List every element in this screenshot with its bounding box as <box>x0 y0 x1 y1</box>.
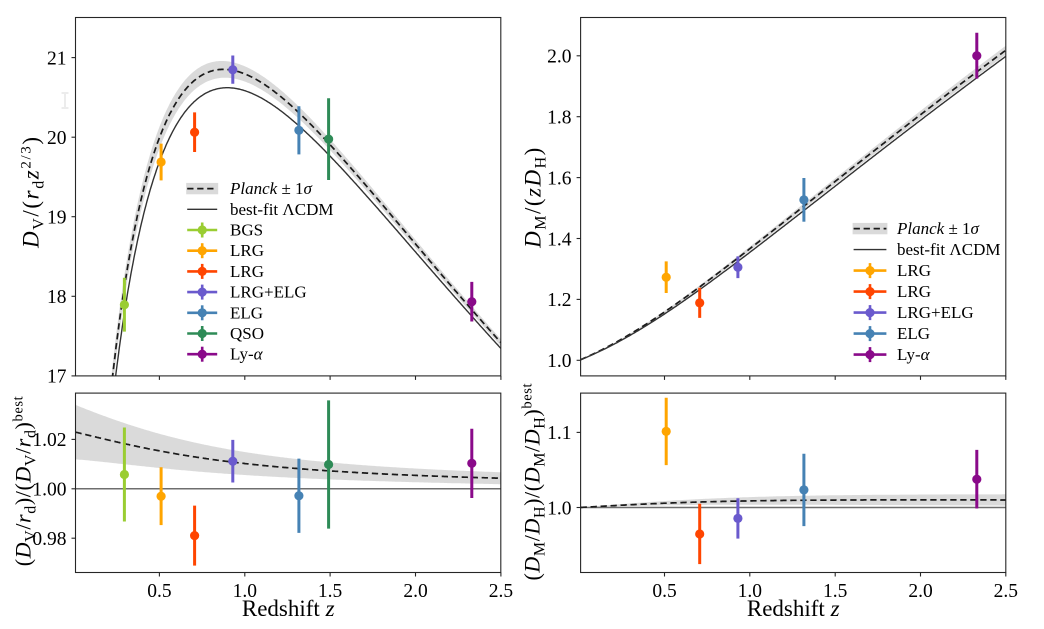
svg-text:18: 18 <box>47 287 67 308</box>
svg-text:19: 19 <box>47 208 67 229</box>
svg-text:LRG: LRG <box>230 241 264 260</box>
svg-text:1.5: 1.5 <box>318 581 342 602</box>
svg-text:ELG: ELG <box>230 303 263 322</box>
svg-text:1.0: 1.0 <box>547 498 571 519</box>
svg-text:QSO: QSO <box>230 324 264 343</box>
svg-text:Planck ± 1σ: Planck ± 1σ <box>229 179 313 198</box>
svg-text:1.1: 1.1 <box>547 423 571 444</box>
svg-text:1.00: 1.00 <box>32 480 66 501</box>
svg-text:21: 21 <box>47 48 67 69</box>
svg-text:1.02: 1.02 <box>32 430 66 451</box>
svg-text:LRG: LRG <box>897 282 931 301</box>
svg-text:17: 17 <box>47 367 67 388</box>
svg-text:Planck ± 1σ: Planck ± 1σ <box>896 219 980 238</box>
svg-text:20: 20 <box>47 128 67 149</box>
svg-text:2.5: 2.5 <box>994 581 1018 602</box>
svg-text:2.0: 2.0 <box>547 47 571 68</box>
svg-text:1.5: 1.5 <box>823 581 847 602</box>
svg-text:1.8: 1.8 <box>547 108 571 129</box>
svg-text:LRG: LRG <box>230 262 264 281</box>
svg-text:1.4: 1.4 <box>547 229 572 250</box>
svg-text:best-fit ΛCDM: best-fit ΛCDM <box>897 240 1000 259</box>
svg-text:1.0: 1.0 <box>547 351 571 372</box>
svg-text:0.98: 0.98 <box>32 529 66 550</box>
svg-text:1.0: 1.0 <box>738 581 762 602</box>
svg-text:DV/(rdz2/3): DV/(rdz2/3) <box>19 135 48 249</box>
svg-text:LRG+ELG: LRG+ELG <box>897 303 974 322</box>
svg-text:best-fit ΛCDM: best-fit ΛCDM <box>230 200 333 219</box>
svg-text:DM/(zDH): DM/(zDH) <box>521 146 550 249</box>
svg-text:ELG: ELG <box>897 324 930 343</box>
svg-text:Redshift z: Redshift z <box>747 596 840 621</box>
svg-text:1.6: 1.6 <box>547 168 572 189</box>
svg-text:0.5: 0.5 <box>652 581 676 602</box>
svg-text:LRG+ELG: LRG+ELG <box>230 283 307 302</box>
svg-text:2.0: 2.0 <box>908 581 932 602</box>
svg-text:1.0: 1.0 <box>233 581 257 602</box>
svg-text:2.5: 2.5 <box>489 581 513 602</box>
svg-text:1.2: 1.2 <box>547 290 571 311</box>
svg-text:2.0: 2.0 <box>403 581 427 602</box>
svg-text:Redshift z: Redshift z <box>242 596 335 621</box>
svg-text:Ly-α: Ly-α <box>230 345 264 364</box>
svg-text:Ly-α: Ly-α <box>897 345 931 364</box>
svg-text:BGS: BGS <box>230 221 263 240</box>
svg-text:0.5: 0.5 <box>147 581 171 602</box>
svg-text:LRG: LRG <box>897 261 931 280</box>
